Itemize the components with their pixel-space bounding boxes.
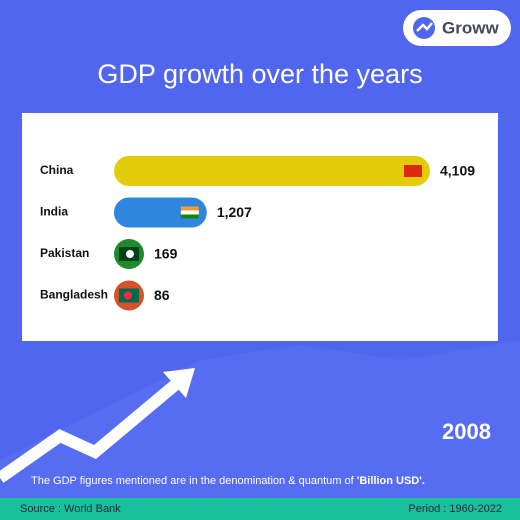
footnote-text: The GDP figures mentioned are in the den… xyxy=(31,475,355,487)
flag xyxy=(180,210,199,215)
arrow-head xyxy=(163,368,195,398)
brand-logo-mark xyxy=(416,22,433,32)
year-label: 2008 xyxy=(442,419,491,444)
value-label: 86 xyxy=(154,287,170,303)
map-shape xyxy=(0,340,520,498)
footnote: The GDP figures mentioned are in the den… xyxy=(31,475,425,487)
chart-title: GDP growth over the years xyxy=(97,59,422,89)
period: Period : 1960-2022 xyxy=(408,503,502,515)
flag xyxy=(180,206,199,211)
flag xyxy=(404,165,422,177)
value-label: 1,207 xyxy=(217,204,252,220)
category-label: China xyxy=(40,163,74,177)
category-label: Pakistan xyxy=(40,246,89,260)
category-label: Bangladesh xyxy=(40,288,108,302)
bars: China 4,109 India 1,207 Pakistan 169 Banglades… xyxy=(40,156,475,311)
footnote-unit: 'Billion USD'. xyxy=(357,475,425,487)
footer-bar xyxy=(0,498,520,520)
flag xyxy=(126,250,134,258)
growth-arrow xyxy=(0,380,179,483)
value-label: 4,109 xyxy=(440,163,475,179)
bar xyxy=(114,197,207,228)
brand-logo xyxy=(413,17,435,39)
brand-name: Groww xyxy=(442,18,499,37)
category-label: India xyxy=(40,205,68,219)
bar xyxy=(114,156,430,186)
value-label: 169 xyxy=(154,246,178,262)
source: Source : World Bank xyxy=(20,503,121,515)
flag xyxy=(180,214,199,219)
flag xyxy=(124,291,132,300)
chart-card xyxy=(22,113,498,341)
